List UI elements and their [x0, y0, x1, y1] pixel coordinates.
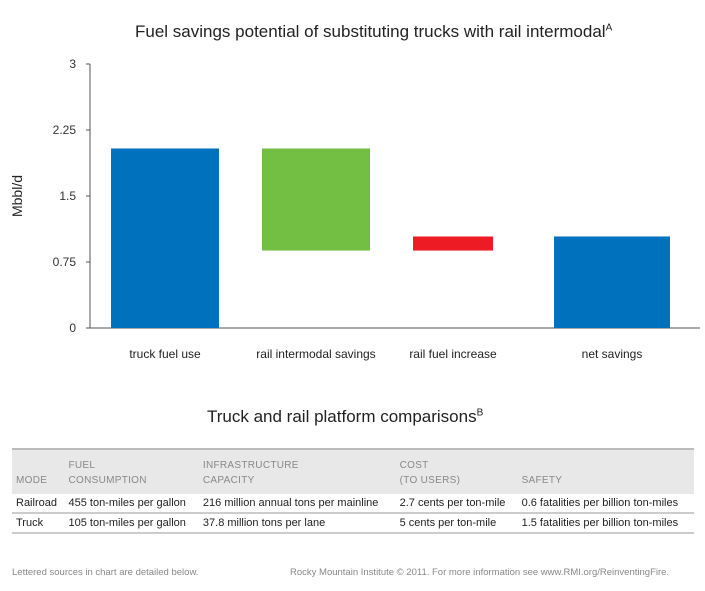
chart-title: Fuel savings potential of substituting t…: [135, 22, 613, 41]
column-header: MODE: [16, 475, 48, 486]
y-tick-label: 1.5: [59, 189, 76, 203]
table-cell: 1.5 fatalities per billion ton-miles: [517, 513, 694, 534]
table-header-row: MODE FUEL CONSUMPTION INFRASTRUCTURE CAPACIT…: [12, 449, 694, 494]
table-title: Truck and rail platform comparisonsB: [207, 407, 484, 426]
category-label: truck fuel use: [129, 347, 201, 361]
table-row: Truck 105 ton-miles per gallon 37.8 millio…: [12, 513, 694, 534]
comparison-table: MODE FUEL CONSUMPTION INFRASTRUCTURE CAPACIT…: [12, 448, 694, 534]
footer-credit: Rocky Mountain Institute © 2011. For mor…: [290, 567, 670, 578]
y-tick-label: 2.25: [53, 123, 77, 137]
y-tick-label: 0: [69, 321, 76, 335]
category-label: rail fuel increase: [409, 347, 497, 361]
bar-net-savings: [554, 236, 670, 328]
table-cell: Railroad: [12, 494, 65, 514]
table-cell: 2.7 cents per ton-mile: [395, 494, 518, 514]
table-cell: 105 ton-miles per gallon: [64, 513, 199, 534]
waterfall-chart: 0 0.75 1.5 2.25 3 Mbbl/d truck fuel use rail in…: [9, 57, 700, 361]
table-row: Railroad 455 ton-miles per gallon 216 mill…: [12, 494, 694, 514]
table-cell: Truck: [12, 513, 65, 534]
y-tick-label: 0.75: [53, 255, 77, 269]
category-label: rail intermodal savings: [256, 347, 375, 361]
table-cell: 455 ton-miles per gallon: [64, 494, 199, 514]
column-header: INFRASTRUCTURE CAPACITY: [202, 460, 299, 486]
bar-rail-fuel-increase: [413, 236, 493, 251]
column-header: COST (TO USERS): [399, 460, 461, 486]
bar-rail-intermodal-savings: [262, 148, 370, 251]
y-tick-label: 3: [69, 57, 76, 71]
column-header: SAFETY: [521, 475, 563, 486]
bar-truck-fuel-use: [111, 148, 219, 328]
table-cell: 0.6 fatalities per billion ton-miles: [517, 494, 694, 514]
table-cell: 216 million annual tons per mainline: [198, 494, 396, 514]
column-header: FUEL CONSUMPTION: [68, 460, 147, 486]
table-cell: 37.8 million tons per lane: [198, 513, 396, 534]
table-cell: 5 cents per ton-mile: [395, 513, 518, 534]
footer-sources-note: Lettered sources in chart are detailed b…: [12, 567, 199, 578]
y-axis-label: Mbbl/d: [9, 175, 25, 217]
category-label: net savings: [582, 347, 643, 361]
